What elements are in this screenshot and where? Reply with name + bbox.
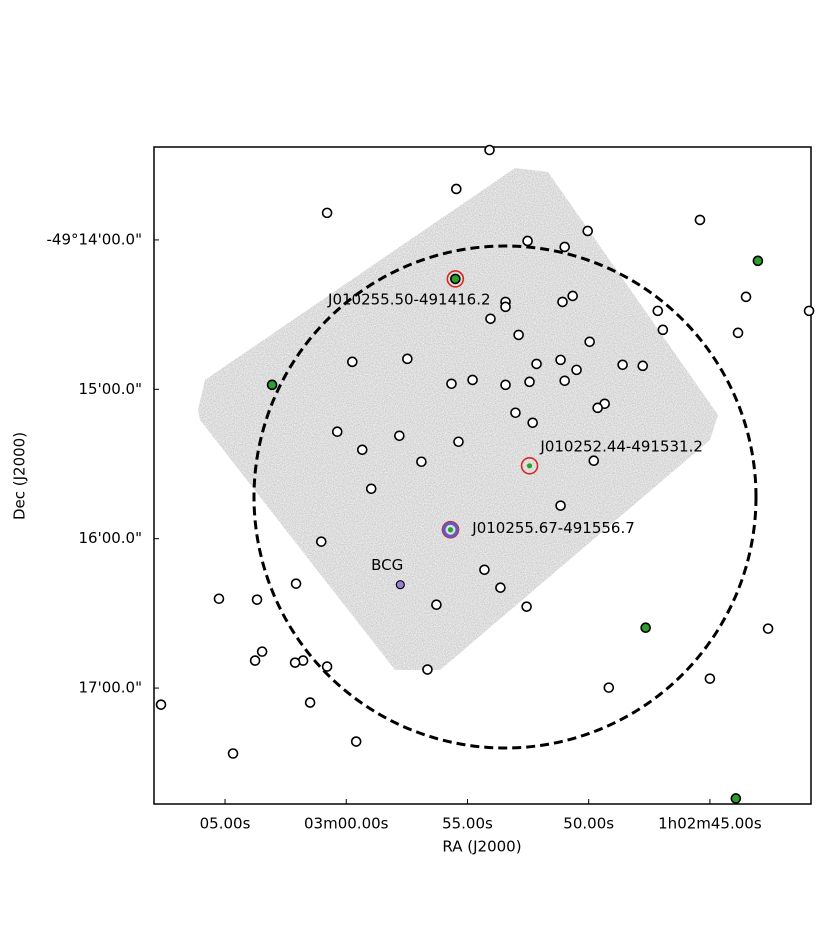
source-marker: [394, 430, 405, 442]
source-marker: [321, 207, 333, 219]
source-marker: [495, 582, 506, 593]
source-marker: [521, 601, 532, 612]
source-marker: [446, 378, 457, 390]
source-marker: [500, 301, 511, 313]
source-marker: [526, 463, 533, 469]
source-marker: [582, 225, 594, 237]
source-marker: [584, 336, 595, 348]
y-tick-label: 16'00.0": [78, 529, 142, 547]
x-tick-label: 03m00.00s: [304, 815, 389, 833]
x-axis-label: RA (J2000): [442, 838, 521, 856]
source-marker: [450, 273, 461, 285]
y-axis-label: Dec (J2000): [11, 432, 29, 520]
source-marker: [762, 623, 774, 634]
source-marker: [732, 327, 744, 339]
source-marker: [704, 673, 716, 684]
source-marker: [510, 407, 521, 419]
source-marker: [694, 214, 706, 226]
source-marker: [524, 376, 535, 388]
annotation: BCG: [371, 556, 403, 574]
source-marker: [527, 417, 538, 429]
source-marker: [350, 736, 362, 747]
source-marker: [531, 358, 542, 370]
r500-circle: [252, 244, 758, 750]
source-marker: [567, 290, 578, 302]
source-marker: [520, 456, 539, 475]
source-marker: [447, 527, 454, 533]
source-marker: [513, 329, 524, 341]
x-tick-label: 50.00s: [563, 815, 614, 833]
source-marker: [227, 748, 239, 759]
source-marker: [752, 255, 764, 267]
y-tick-label: -49°14'00.0": [46, 230, 142, 248]
source-marker: [266, 379, 278, 391]
x-tick-label: 1h02m45.00s: [658, 815, 762, 833]
source-marker: [315, 536, 327, 547]
source-marker: [290, 578, 302, 589]
source-marker: [431, 599, 442, 611]
source-marker: [331, 426, 343, 438]
plot-frame: [153, 146, 812, 805]
x-tick-label: 05.00s: [200, 815, 251, 833]
source-marker: [422, 664, 433, 675]
annotation: J010255.67-491556.7: [471, 519, 635, 537]
source-marker: [557, 296, 568, 308]
source-marker: [347, 356, 358, 368]
source-marker: [289, 657, 301, 668]
y-tick-label: 17'00.0": [78, 679, 142, 697]
source-marker: [484, 144, 495, 156]
source-marker: [640, 622, 651, 634]
source-marker: [479, 564, 490, 576]
source-marker: [500, 379, 511, 391]
source-marker: [559, 375, 570, 387]
source-marker: [416, 456, 427, 468]
source-marker: [555, 500, 566, 511]
source-marker: [256, 646, 268, 657]
source-marker: [321, 661, 333, 672]
source-marker: [588, 455, 600, 467]
source-marker: [803, 305, 815, 317]
x-tick-label: 55.00s: [442, 815, 493, 833]
source-marker: [451, 183, 462, 195]
source-marker: [603, 682, 615, 693]
source-marker: [249, 655, 261, 666]
y-tick-label: 15'00.0": [78, 380, 142, 398]
annotation: J010255.50-491416.2: [327, 290, 491, 308]
source-marker: [155, 699, 167, 710]
source-marker: [555, 354, 566, 366]
source-marker: [559, 241, 570, 253]
source-marker: [356, 444, 368, 456]
source-marker: [571, 364, 582, 376]
source-marker: [485, 313, 496, 325]
source-marker: [251, 594, 263, 605]
source-marker: [365, 483, 377, 495]
source-marker: [453, 436, 464, 448]
source-marker: [652, 305, 664, 317]
source-marker: [592, 402, 603, 414]
source-marker: [395, 580, 405, 590]
source-marker: [730, 793, 742, 804]
source-marker: [304, 697, 316, 708]
source-marker: [740, 291, 752, 303]
source-marker: [637, 360, 649, 372]
source-marker: [617, 359, 628, 371]
source-marker: [657, 324, 669, 336]
source-marker: [442, 521, 459, 538]
annotation: J010252.44-491531.2: [539, 437, 703, 455]
source-marker: [402, 353, 413, 365]
source-marker: [467, 374, 478, 386]
sky-image-noise: [198, 168, 718, 670]
source-marker: [522, 235, 533, 247]
source-marker: [213, 593, 225, 605]
source-marker: [446, 270, 465, 288]
